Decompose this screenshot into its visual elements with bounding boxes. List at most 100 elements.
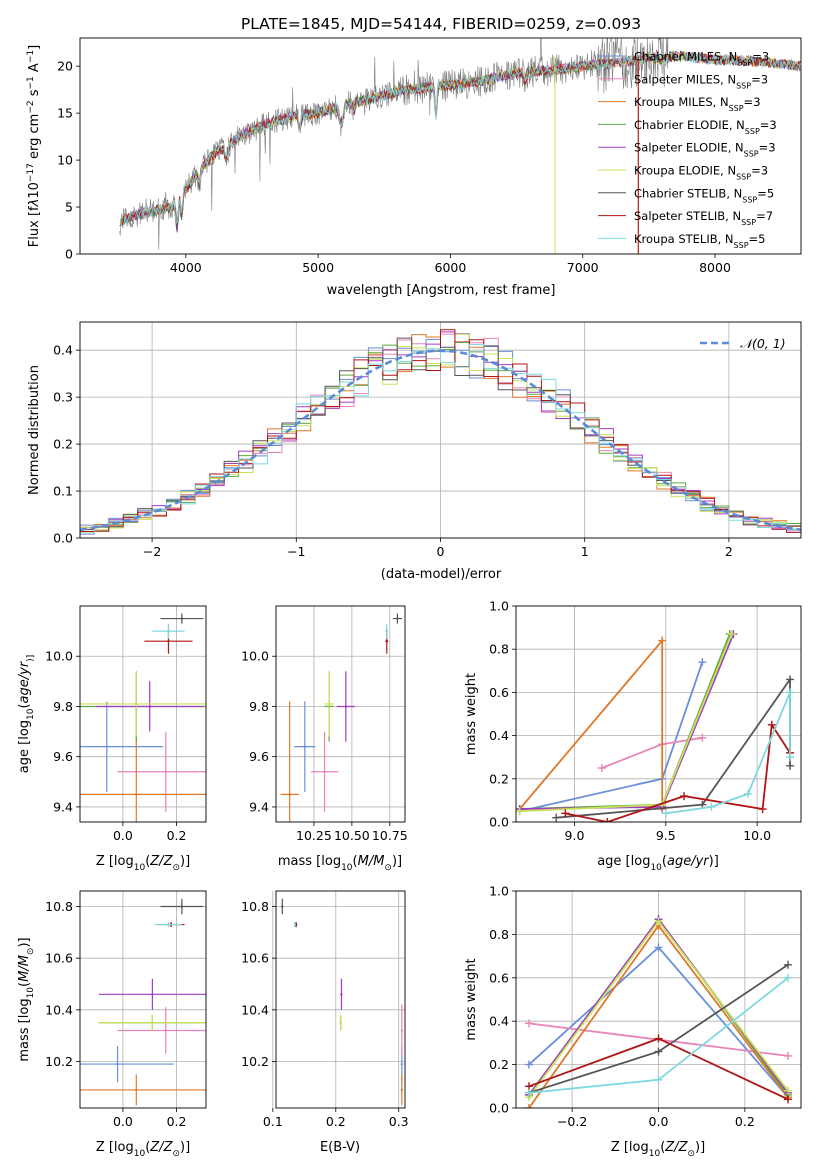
x-axis-label-part: ⊙	[384, 863, 392, 873]
y-axis-label: age [log10(age/yr)]	[17, 655, 36, 773]
x-axis-label-part: Z/Z	[149, 854, 173, 869]
legend-name: Chabrier ELODIE	[634, 118, 729, 132]
legend-entry-kroupa_elodie: Kroupa ELODIE, NSSP=3	[634, 164, 768, 182]
errorbar-kroupa_miles	[400, 1074, 404, 1106]
axes-frame	[275, 605, 406, 823]
data-point	[105, 745, 109, 748]
y-axis-label-part: mass [log	[17, 998, 32, 1061]
weight-marker-kroupa_stelib	[661, 809, 670, 818]
legend-nssp-prefix: , N	[725, 209, 741, 223]
x-tick-label: 0.0	[113, 1114, 133, 1129]
x-tick-label: 0.2	[735, 1114, 755, 1129]
plot-area	[281, 898, 404, 1106]
y-tick-label: 9.6	[53, 749, 73, 764]
y-tick-label: 9.6	[249, 749, 269, 764]
x-axis-label-part: ⊙	[172, 1149, 180, 1159]
weight-marker-kroupa_stelib	[784, 973, 793, 982]
errorbar-salpeter_miles	[117, 1007, 206, 1054]
x-axis-label-part: Z [log	[611, 1140, 649, 1155]
legend-nssp-value: 5	[767, 186, 774, 200]
axes: −2 −1 0 1 2 0.0 0.1 0.2 0.3 0.4 (data-model)/error…	[27, 321, 802, 582]
x-axis-label-part: 10	[649, 1149, 661, 1159]
legend-nssp-value: 3	[768, 141, 775, 155]
weight-line-salpeter_elodie	[519, 633, 735, 810]
legend-nssp-eq: =	[744, 95, 754, 109]
legend-nssp-prefix: , N	[721, 50, 737, 64]
y-tick-label: 0.2	[53, 437, 73, 452]
errorbar-salpeter_miles	[310, 731, 339, 812]
legend-entry-salpeter_miles: Salpeter MILES, NSSP=3	[634, 72, 768, 90]
data-point	[303, 745, 307, 748]
x-axis-label-part: Z/Z	[149, 1140, 173, 1155]
grid-lines	[80, 606, 206, 822]
y-tick-label: 0.8	[489, 642, 509, 657]
y-tick-label: 0	[65, 247, 73, 262]
panel-mass_vs_ebv: 0.1 0.2 0.3 10.2 10.4 10.6 10.8 E(B-V)	[241, 890, 409, 1155]
weight-marker-chabrier_miles	[698, 658, 707, 667]
y-tick-label: 10.4	[45, 1002, 73, 1017]
x-tick-label: 2	[725, 544, 733, 559]
legend-name: Salpeter STELIB	[634, 209, 725, 223]
x-tick-label: 0.2	[326, 1114, 346, 1129]
legend-entry-chabrier_miles: Chabrier MILES, NSSP=3	[634, 50, 769, 68]
weight-marker-kroupa_stelib	[786, 753, 795, 762]
data-point	[400, 1088, 404, 1092]
data-point	[148, 705, 151, 708]
y-tick-label: 0.6	[489, 970, 509, 985]
legend-nssp-eq: =	[760, 118, 770, 132]
axes-frame	[275, 890, 406, 1109]
y-tick-label: 0.3	[53, 390, 73, 405]
legend-nssp-prefix: , N	[726, 186, 742, 200]
legend-nssp-sub: SSP	[742, 195, 757, 204]
weight-marker-salpeter_miles	[524, 1019, 533, 1028]
axes: 10.25 10.50 10.75 9.4 9.6 9.8 10.0 mass [log10(…	[241, 605, 408, 873]
data-point	[344, 705, 348, 708]
y-axis-label-part: s	[27, 89, 42, 100]
axes: 0.0 0.29.49.69.810.0Z [log10(Z/Z⊙)]age [l…	[17, 605, 207, 873]
y-tick-label: 10.4	[241, 1002, 269, 1017]
legend-nssp-eq: =	[752, 50, 762, 64]
x-axis-label-part: mass [log	[278, 854, 341, 869]
plot-area	[524, 915, 793, 1108]
y-axis-label: mass [log10(M/M⊙)]	[17, 937, 36, 1061]
panel-age_vs_Z: 0.0 0.29.49.69.810.0Z [log10(Z/Z⊙)]age [l…	[17, 605, 207, 873]
x-axis-label: Z [log10(Z/Z⊙)]	[611, 1140, 705, 1159]
weight-marker-salpeter_miles	[698, 733, 707, 742]
legend-nssp-prefix: , N	[729, 118, 745, 132]
x-axis-label-part: 10	[134, 863, 146, 873]
legend-nssp-eq: =	[756, 209, 766, 223]
weight-marker-salpeter_miles	[784, 1051, 793, 1060]
data-point	[116, 1062, 119, 1066]
y-axis-label-part: 10	[27, 182, 42, 199]
y-axis-label: Flux [fλ10−17 erg cm−2 s−1 A−1]	[26, 45, 42, 247]
x-axis-label-part: )]	[709, 854, 719, 869]
data-point	[288, 793, 291, 796]
x-tick-label: 0.1	[263, 1114, 283, 1129]
data-point	[340, 993, 343, 996]
axes-frame	[79, 605, 207, 823]
y-tick-label: 0.2	[489, 771, 509, 786]
y-tick-label: 10.6	[241, 951, 269, 966]
y-axis-label: Normed distribution	[27, 365, 42, 495]
legend-nssp-sub: SSP	[736, 81, 751, 90]
legend: Chabrier MILES, NSSP=3 Salpeter MILES, NS…	[598, 50, 777, 249]
data-point	[135, 793, 138, 796]
y-axis-label-part: ⊙	[26, 948, 36, 956]
histogram-kroupa_stelib	[80, 344, 801, 535]
weight-marker-salpeter_stelib	[680, 792, 689, 801]
x-tick-label: −0.2	[557, 1114, 587, 1129]
data-point	[323, 770, 326, 773]
model-spectrum-salpeter_stelib	[122, 50, 801, 226]
legend-nssp-value: 3	[762, 50, 769, 64]
x-tick-label: 9.0	[565, 828, 585, 843]
weight-marker-kroupa_miles	[658, 636, 667, 645]
y-tick-label: 10.8	[45, 899, 73, 914]
x-tick-label: 10.50	[334, 828, 370, 843]
x-tick-label: 0.0	[113, 828, 133, 843]
legend-name: Salpeter ELODIE	[634, 141, 728, 155]
data-point	[167, 923, 170, 926]
x-tick-label: 7000	[567, 260, 599, 275]
plot-area	[119, 38, 801, 254]
data-point	[396, 617, 399, 620]
weight-marker-kroupa_stelib	[524, 1088, 533, 1097]
